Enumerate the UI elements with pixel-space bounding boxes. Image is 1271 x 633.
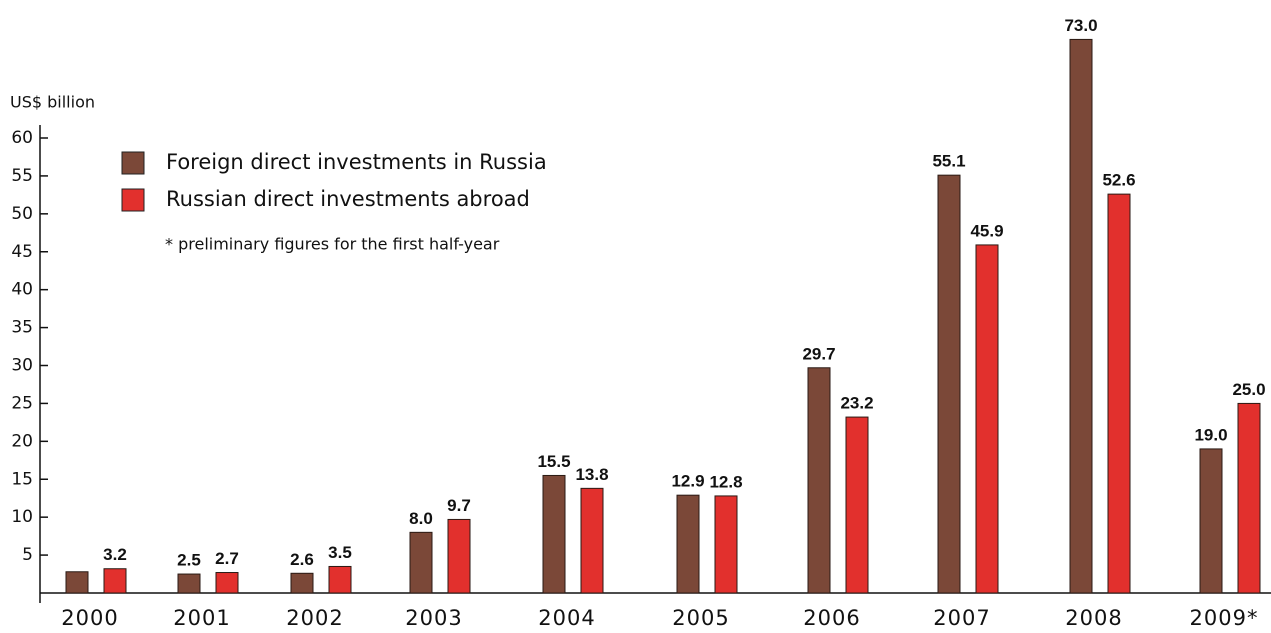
bar [975, 244, 999, 594]
y-tick-label: 35 [11, 318, 33, 338]
value-label: 52.6 [1102, 171, 1135, 190]
value-label: 15.5 [537, 452, 570, 471]
bar [65, 571, 89, 594]
value-label: 3.5 [328, 543, 352, 562]
bar [328, 565, 352, 594]
value-label: 29.7 [802, 344, 835, 363]
legend-label: Foreign direct investments in Russia [166, 150, 547, 174]
bar [103, 568, 127, 594]
bar [177, 573, 201, 594]
y-tick-label: 15 [11, 469, 33, 489]
y-tick-label: 60 [11, 128, 33, 148]
bar [807, 367, 831, 594]
bar [580, 487, 604, 594]
y-tick-label: 30 [11, 356, 33, 376]
value-label: 3.2 [103, 545, 127, 564]
bar [845, 416, 869, 594]
value-label: 12.8 [709, 472, 742, 491]
y-tick-label: 40 [11, 280, 33, 300]
value-label: 2.5 [177, 551, 201, 570]
x-tick-label: 2001 [173, 606, 230, 630]
x-tick-label: 2008 [1065, 606, 1122, 630]
legend-label: Russian direct investments abroad [166, 187, 530, 211]
bar [409, 531, 433, 594]
bar [937, 174, 961, 594]
x-tick-label: 2007 [933, 606, 990, 630]
x-tick-label: 2005 [672, 606, 729, 630]
value-label: 12.9 [671, 472, 704, 491]
x-tick-label: 2004 [538, 606, 595, 630]
legend-swatch [121, 188, 145, 212]
legend-swatch [121, 151, 145, 175]
value-label: 19.0 [1194, 425, 1227, 444]
value-label: 25.0 [1232, 380, 1265, 399]
y-tick-label: 5 [22, 545, 33, 565]
bar [447, 518, 471, 594]
value-label: 73.0 [1064, 16, 1097, 35]
value-label: 55.1 [932, 152, 965, 171]
y-tick-label: 50 [11, 204, 33, 224]
y-tick-label: 10 [11, 507, 33, 527]
value-label: 9.7 [447, 496, 471, 515]
value-label: 45.9 [970, 221, 1003, 240]
value-label: 2.6 [290, 550, 314, 569]
x-tick-label: 2002 [286, 606, 343, 630]
x-tick-label: 2000 [61, 606, 118, 630]
bar [1199, 448, 1223, 594]
y-tick-label: 20 [11, 431, 33, 451]
bar [676, 494, 700, 594]
bar [714, 495, 738, 594]
value-label: 2.7 [215, 549, 239, 568]
bar [1107, 193, 1131, 594]
y-tick-label: 45 [11, 242, 33, 262]
x-tick-label: 2003 [405, 606, 462, 630]
y-tick-label: 55 [11, 166, 33, 186]
value-label: 8.0 [409, 509, 433, 528]
value-label: 13.8 [575, 465, 608, 484]
bar [542, 474, 566, 594]
bar [290, 572, 314, 594]
y-tick-label: 25 [11, 393, 33, 413]
y-axis-label: US$ billion [10, 93, 95, 112]
note: * preliminary figures for the first half… [165, 235, 500, 254]
bar [215, 572, 239, 594]
bar [1237, 402, 1261, 594]
bar [1069, 38, 1093, 594]
x-tick-label: 2006 [803, 606, 860, 630]
x-tick-label: 2009* [1190, 606, 1259, 630]
value-label: 23.2 [840, 394, 873, 413]
